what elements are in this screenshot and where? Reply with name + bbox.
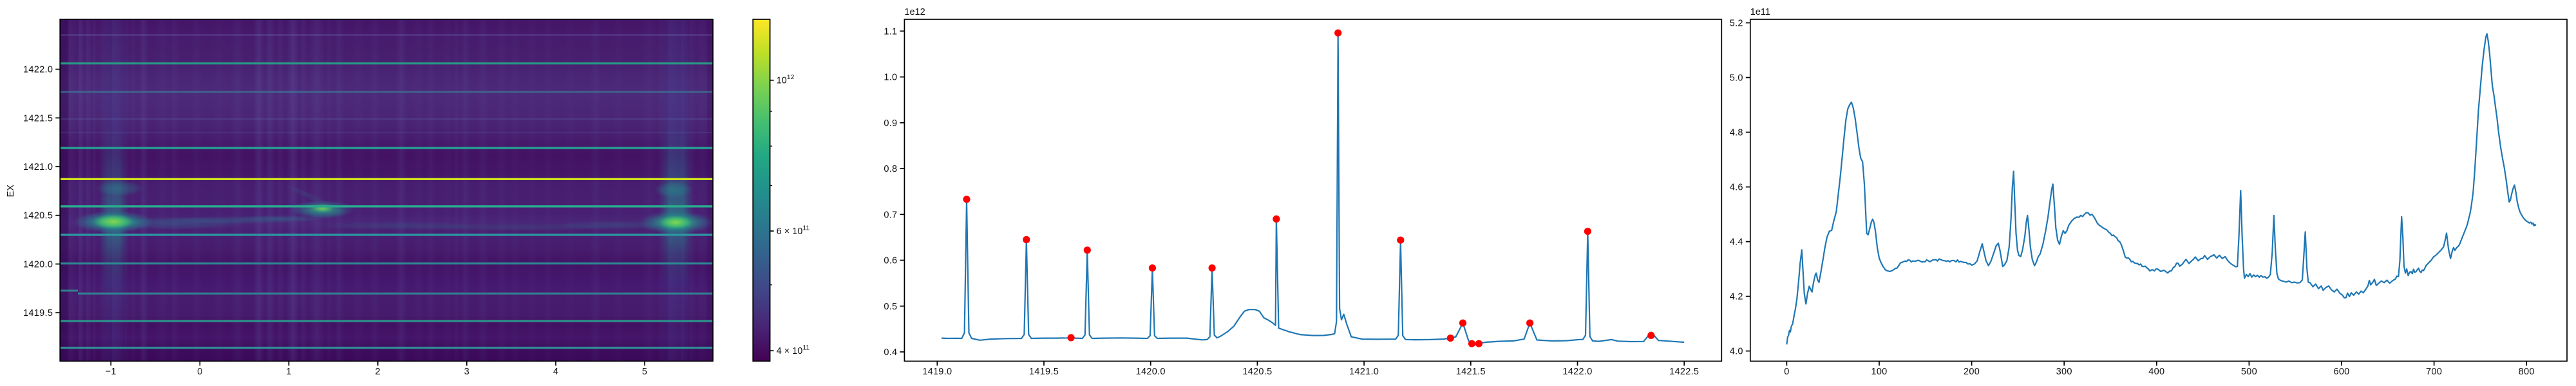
svg-text:1419.5: 1419.5 — [1029, 367, 1059, 377]
svg-text:1420.5: 1420.5 — [1242, 367, 1272, 377]
svg-text:1.0: 1.0 — [884, 73, 897, 83]
svg-text:4: 4 — [553, 367, 558, 377]
svg-text:−1: −1 — [106, 367, 117, 377]
svg-text:4.0: 4.0 — [1730, 347, 1743, 357]
svg-text:0.5: 0.5 — [884, 302, 897, 312]
svg-text:1421.5: 1421.5 — [23, 113, 53, 124]
svg-text:600: 600 — [2333, 367, 2349, 377]
svg-text:300: 300 — [2056, 367, 2072, 377]
svg-text:400: 400 — [2148, 367, 2164, 377]
svg-text:4.8: 4.8 — [1730, 128, 1743, 138]
svg-text:0.9: 0.9 — [884, 118, 897, 129]
svg-text:1419.0: 1419.0 — [922, 367, 952, 377]
svg-text:4.2: 4.2 — [1730, 292, 1743, 302]
svg-text:0: 0 — [1784, 367, 1789, 377]
svg-text:3: 3 — [464, 367, 469, 377]
svg-text:1420.0: 1420.0 — [1136, 367, 1166, 377]
svg-text:4 × 1011: 4 × 1011 — [777, 344, 810, 357]
svg-text:4.4: 4.4 — [1730, 237, 1743, 248]
svg-text:0.4: 0.4 — [884, 347, 897, 358]
svg-text:1421.0: 1421.0 — [23, 162, 53, 172]
svg-text:0.6: 0.6 — [884, 256, 897, 266]
svg-text:2: 2 — [375, 367, 381, 377]
svg-text:1422.0: 1422.0 — [1562, 367, 1592, 377]
svg-text:1422.5: 1422.5 — [1669, 367, 1699, 377]
svg-text:1: 1 — [286, 367, 291, 377]
svg-text:1421.0: 1421.0 — [1349, 367, 1379, 377]
svg-text:4.6: 4.6 — [1730, 183, 1743, 193]
svg-text:100: 100 — [1871, 367, 1887, 377]
svg-text:1e12: 1e12 — [904, 7, 925, 17]
svg-text:0: 0 — [197, 367, 202, 377]
svg-text:800: 800 — [2519, 367, 2535, 377]
svg-text:500: 500 — [2241, 367, 2257, 377]
svg-text:1419.5: 1419.5 — [23, 308, 53, 318]
svg-text:1421.5: 1421.5 — [1456, 367, 1486, 377]
svg-text:5.0: 5.0 — [1730, 73, 1743, 84]
svg-text:1422.0: 1422.0 — [23, 65, 53, 75]
svg-text:200: 200 — [1964, 367, 1980, 377]
svg-text:0.8: 0.8 — [884, 164, 897, 174]
svg-text:5: 5 — [642, 367, 647, 377]
svg-text:1420.0: 1420.0 — [23, 259, 53, 270]
svg-text:1.1: 1.1 — [884, 26, 897, 37]
svg-text:1e11: 1e11 — [1750, 7, 1770, 17]
svg-text:700: 700 — [2426, 367, 2442, 377]
svg-text:6 × 1011: 6 × 1011 — [777, 225, 810, 237]
svg-text:EX: EX — [6, 185, 16, 198]
svg-text:5.2: 5.2 — [1730, 19, 1743, 29]
svg-text:0.7: 0.7 — [884, 210, 897, 220]
svg-text:1420.5: 1420.5 — [23, 211, 53, 221]
